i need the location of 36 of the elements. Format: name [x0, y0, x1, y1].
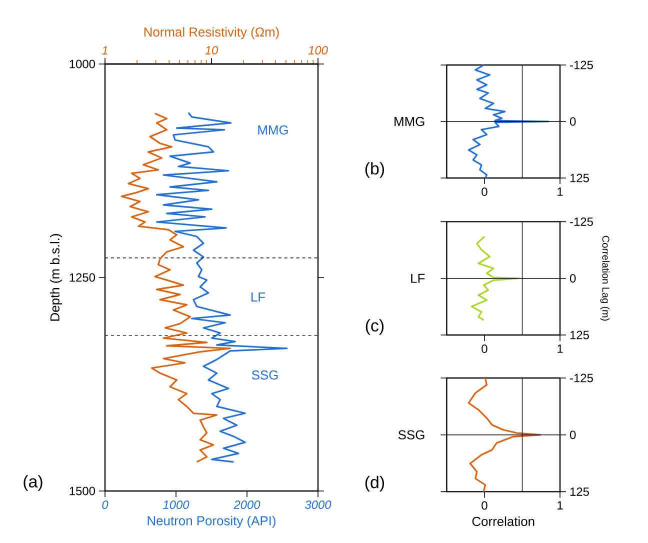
y-tick-label: -125: [570, 217, 593, 226]
x-axis-title: Neutron Porosity (API): [148, 516, 276, 528]
annotation: MMG: [258, 125, 288, 135]
x-tick-label: 1000: [163, 500, 190, 509]
text: (d): [365, 476, 384, 492]
text: (c): [366, 319, 384, 335]
x-axis-title: Correlation: [472, 516, 534, 526]
y-tick-label: 1250: [70, 273, 96, 282]
annotation: SSG: [252, 370, 278, 380]
x-tick-label: 0: [482, 501, 488, 510]
x2-axis-title: Normal Resistivity (Ωm): [144, 27, 279, 40]
y-tick-label: 125: [570, 174, 589, 182]
y-tick-label: 1000: [70, 60, 96, 68]
text: MMG: [394, 116, 424, 126]
y-tick-label: 0: [570, 117, 576, 126]
x2-tick-label: 10: [205, 46, 218, 54]
text: (b): [365, 162, 384, 178]
y-tick-label: 125: [570, 330, 589, 340]
x-tick-label: 3000: [304, 500, 332, 509]
x2-tick-label: 100: [308, 46, 328, 54]
text: LF: [411, 274, 425, 283]
y-tick-label: 1500: [70, 486, 96, 496]
y-tick-label: -125: [570, 60, 593, 70]
y-axis-title: Correlation Lag (m): [600, 236, 610, 321]
y-tick-label: 0: [570, 274, 576, 283]
annotation: LF: [252, 292, 266, 302]
x-tick-label: 1: [558, 501, 563, 510]
x-tick-label: 2000: [234, 500, 260, 509]
y-tick-label: 125: [570, 487, 589, 496]
text: (a): [24, 475, 42, 491]
y-tick-label: 0: [570, 430, 576, 440]
x2-tick-label: 1: [102, 46, 108, 54]
y-tick-label: -125: [570, 374, 593, 382]
x-tick-label: 0: [102, 500, 108, 509]
y-axis-title: Depth (m b.s.l.): [50, 234, 62, 321]
text: SSG: [398, 430, 424, 440]
